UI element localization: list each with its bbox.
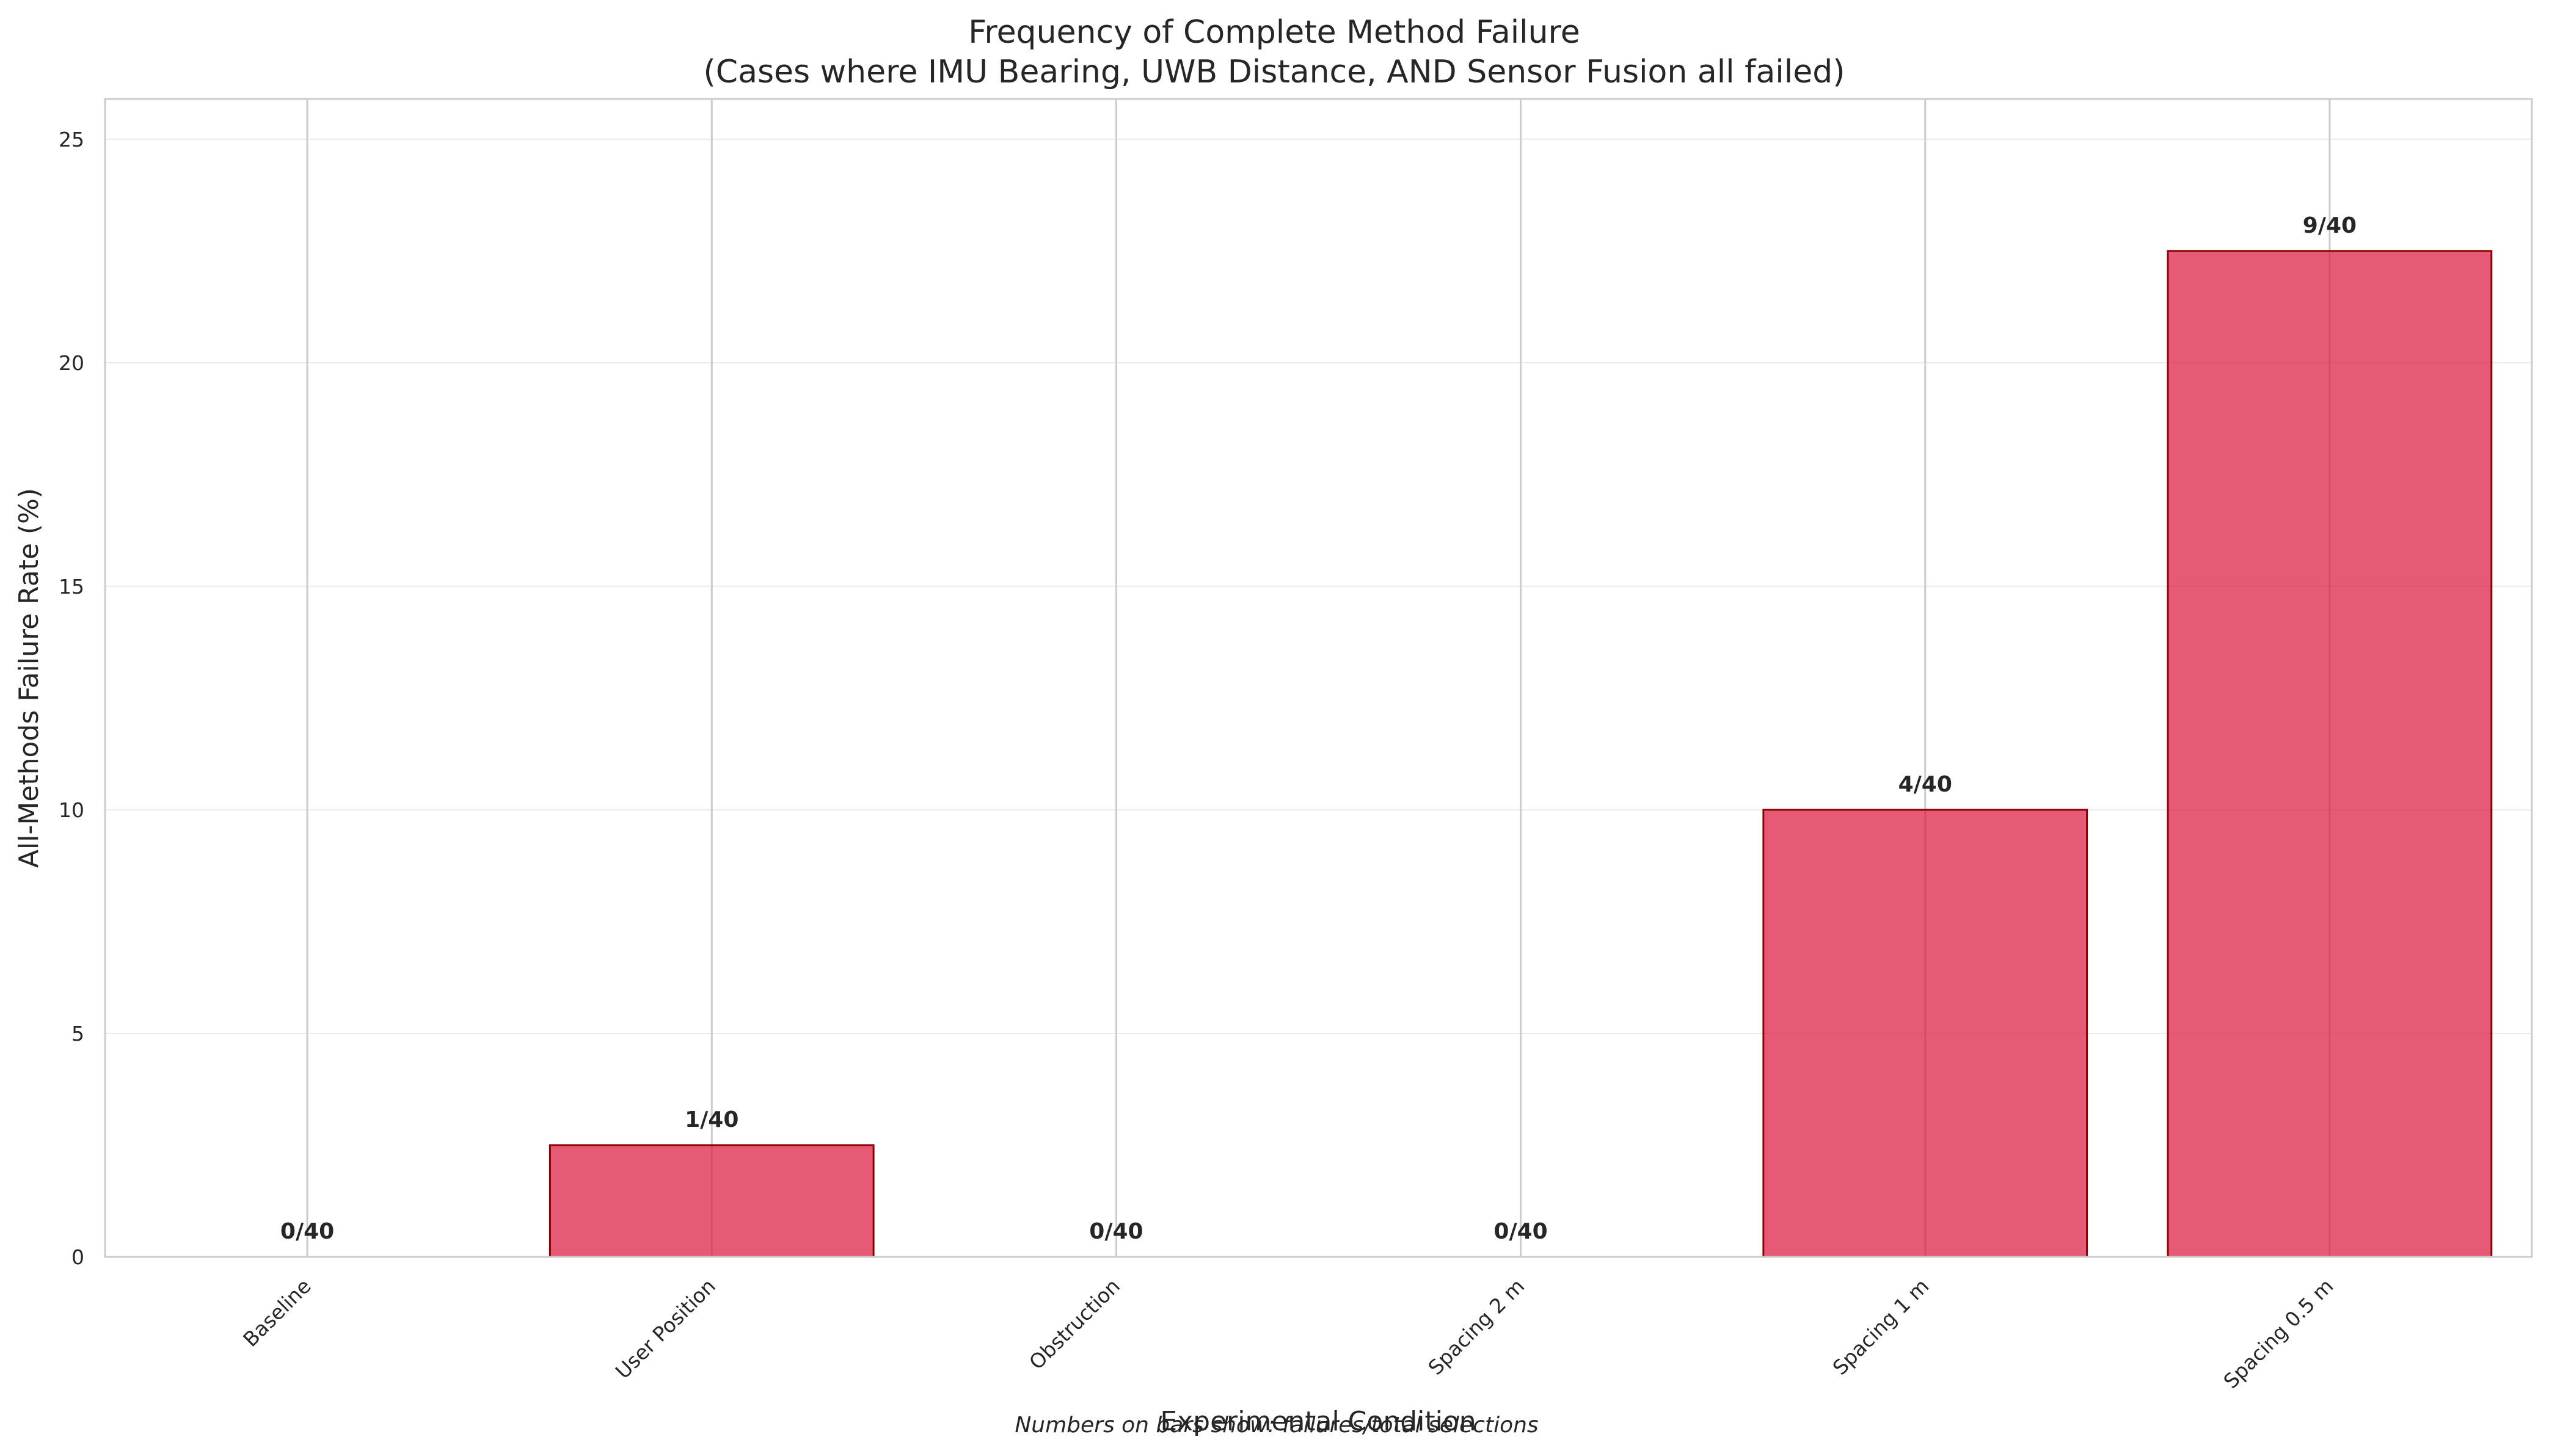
- y-tick-label: 0: [71, 1245, 84, 1269]
- bar-value-label: 4/40: [1898, 772, 1952, 797]
- y-tick-label: 25: [59, 128, 84, 151]
- chart-title: Frequency of Complete Method Failure: [968, 14, 1580, 51]
- chart-subtitle: (Cases where IMU Bearing, UWB Distance, …: [703, 54, 1845, 90]
- y-tick-label: 5: [71, 1022, 84, 1046]
- y-tick-label: 10: [59, 798, 84, 822]
- bar-value-label: 0/40: [280, 1219, 334, 1244]
- y-tick-labels: 0 5 10 15 20 25: [59, 128, 84, 1269]
- y-tick-label: 20: [59, 351, 84, 375]
- bar: [1762, 809, 2088, 1258]
- bar-value-label: 0/40: [1089, 1219, 1143, 1244]
- bar-value-label: 1/40: [685, 1107, 738, 1132]
- y-tick-label: 15: [59, 575, 84, 599]
- x-axis-label: Experimental Condition: [1160, 1406, 1476, 1437]
- y-axis-label: All-Methods Failure Rate (%): [13, 488, 45, 868]
- plot-frame: [104, 98, 2533, 1258]
- bar-labels: 0/40 1/40 0/40 0/40 4/40 9/40: [280, 213, 2357, 1244]
- bar-value-label: 0/40: [1493, 1219, 1547, 1244]
- bar: [2167, 250, 2493, 1258]
- bar: [549, 1144, 875, 1258]
- bar-value-label: 9/40: [2303, 213, 2357, 238]
- bars: [549, 250, 2493, 1258]
- footnote: Numbers on bars show: failures/total sel…: [1015, 1413, 1538, 1438]
